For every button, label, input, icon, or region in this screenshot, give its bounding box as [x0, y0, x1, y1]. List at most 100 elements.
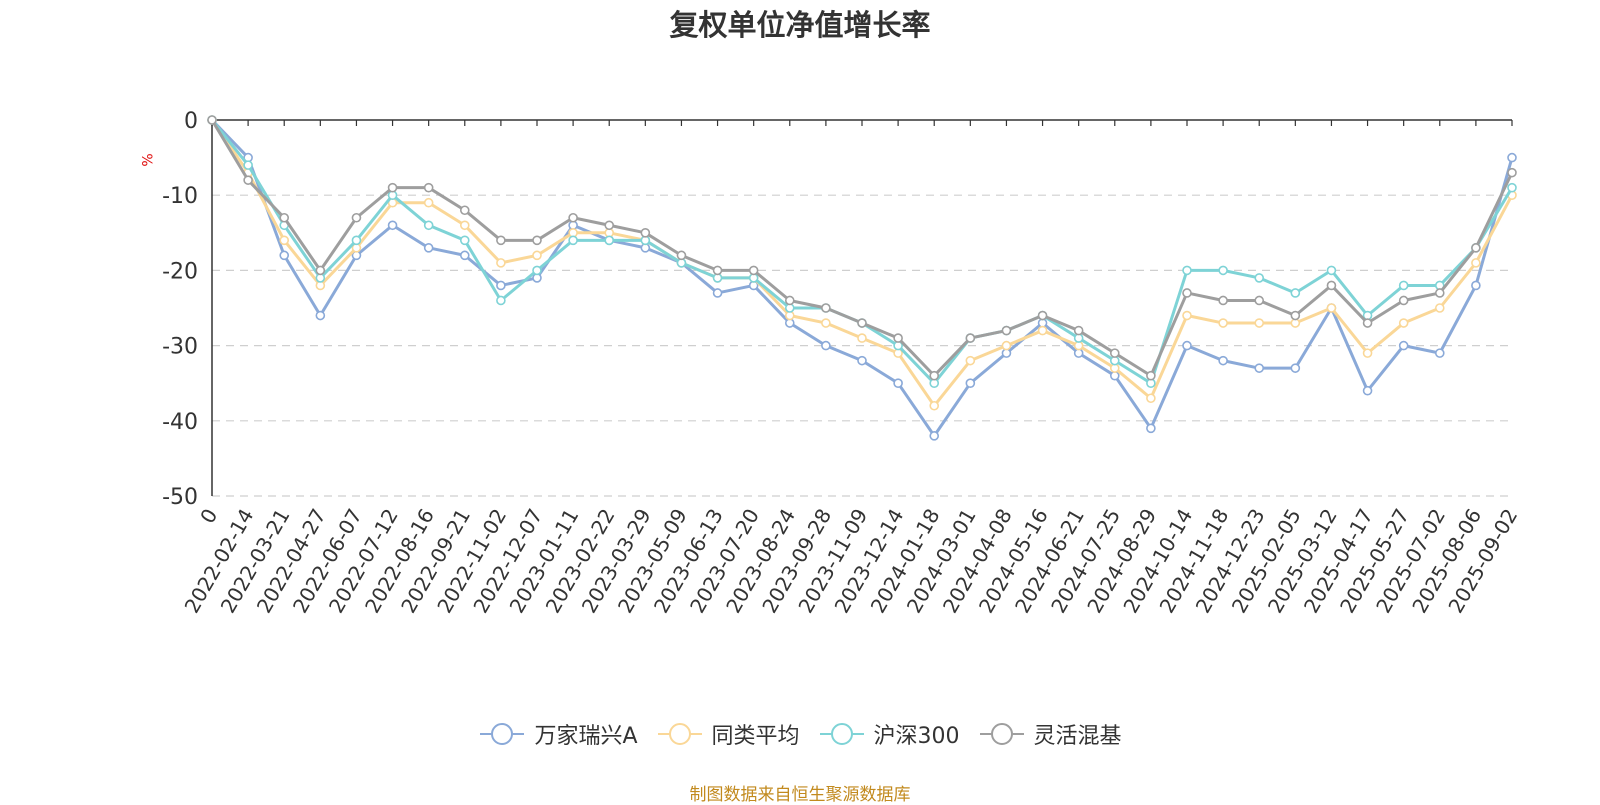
data-point	[857, 318, 867, 328]
legend: 万家瑞兴A 同类平均 沪深300 灵活混基	[0, 718, 1600, 750]
data-point	[1182, 288, 1192, 298]
data-point	[1326, 265, 1337, 276]
data-point	[423, 220, 434, 231]
data-point	[784, 295, 795, 306]
data-point	[1398, 318, 1409, 328]
data-point	[1290, 288, 1301, 298]
data-point	[712, 288, 723, 298]
legend-label: 万家瑞兴A	[534, 724, 638, 749]
line-chart: 0-10-20-30-40-5002022-02-142022-03-21202…	[162, 109, 1522, 617]
data-point	[1507, 152, 1517, 163]
data-point	[1326, 303, 1337, 313]
data-point	[315, 265, 326, 276]
data-point	[459, 220, 470, 231]
data-point	[532, 265, 542, 276]
legend-marker-icon	[657, 723, 702, 745]
y-tick-label: 0	[184, 109, 198, 134]
data-point	[1507, 182, 1517, 193]
legend-item-series-1[interactable]: 同类平均	[656, 718, 800, 750]
data-point	[893, 333, 903, 343]
data-point	[387, 220, 398, 231]
data-point	[1362, 318, 1373, 328]
data-point	[532, 250, 542, 261]
data-point	[1398, 340, 1409, 351]
data-point	[1001, 325, 1012, 336]
data-point	[1218, 355, 1228, 366]
y-tick-label: -40	[162, 410, 198, 435]
data-point	[821, 318, 831, 328]
y-tick-label: -30	[162, 335, 198, 360]
data-point	[496, 258, 506, 268]
data-point	[821, 303, 831, 313]
data-point	[1471, 280, 1481, 291]
data-point	[351, 235, 362, 246]
data-point	[1290, 363, 1301, 373]
data-point	[1254, 295, 1265, 306]
data-point	[1471, 258, 1481, 268]
data-point	[893, 378, 903, 389]
data-point	[1254, 318, 1265, 328]
data-point	[496, 280, 506, 291]
legend-item-series-3[interactable]: 灵活混基	[978, 718, 1122, 750]
data-point	[279, 212, 290, 223]
data-point	[1398, 280, 1409, 291]
data-point	[1507, 167, 1517, 178]
data-point	[459, 205, 470, 216]
y-tick-label: -10	[162, 184, 198, 209]
data-point	[279, 250, 290, 261]
data-point	[1037, 310, 1048, 321]
data-point	[1037, 325, 1048, 336]
data-point	[604, 235, 615, 246]
data-point	[1146, 393, 1156, 404]
data-point	[423, 197, 434, 208]
data-point	[496, 235, 506, 246]
data-point	[1146, 423, 1156, 434]
data-point	[1218, 295, 1228, 306]
data-point	[748, 265, 759, 276]
data-point	[459, 250, 470, 261]
data-point	[315, 310, 326, 321]
data-point	[568, 235, 578, 246]
data-point	[1471, 243, 1481, 253]
data-point	[1218, 318, 1228, 328]
data-point	[496, 295, 506, 306]
data-point	[1434, 348, 1445, 358]
data-point	[857, 333, 867, 343]
data-point	[604, 220, 615, 231]
data-point	[965, 378, 976, 389]
legend-item-series-2[interactable]: 沪深300	[818, 718, 960, 750]
data-point	[532, 235, 542, 246]
data-point	[857, 355, 867, 366]
data-point	[459, 235, 470, 246]
data-point	[387, 182, 398, 193]
data-point	[929, 431, 940, 441]
legend-marker-icon	[480, 723, 525, 745]
data-point	[1073, 325, 1084, 336]
data-point	[1362, 385, 1373, 396]
data-point	[243, 175, 253, 185]
data-point	[929, 400, 940, 411]
data-point	[965, 333, 976, 343]
data-point	[929, 370, 940, 381]
data-point	[1362, 348, 1373, 358]
data-point	[965, 355, 976, 366]
x-tick-label: 0	[195, 505, 222, 528]
data-point	[1146, 370, 1156, 381]
legend-item-series-0[interactable]: 万家瑞兴A	[478, 718, 638, 750]
data-point	[1254, 273, 1265, 283]
data-point	[243, 160, 253, 170]
legend-marker-icon	[979, 723, 1024, 745]
data-point	[279, 235, 290, 246]
series-line-2	[210, 119, 1514, 385]
data-point	[1001, 340, 1012, 351]
data-point	[568, 212, 578, 223]
data-point	[1326, 280, 1337, 291]
data-point	[423, 182, 434, 193]
data-point	[423, 243, 434, 253]
data-point	[351, 212, 362, 223]
chart-title: 复权单位净值增长率	[669, 8, 931, 42]
legend-label: 同类平均	[711, 724, 800, 749]
source-note: 制图数据来自恒生聚源数据库	[689, 785, 911, 805]
legend-label: 沪深300	[873, 724, 960, 749]
data-point	[1182, 265, 1192, 276]
